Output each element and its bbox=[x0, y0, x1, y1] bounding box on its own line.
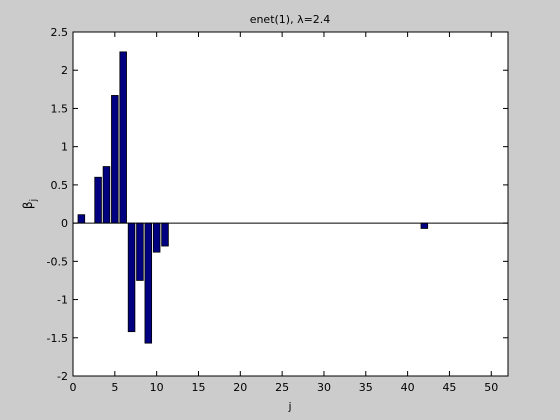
y-tick-label-3: -0.5 bbox=[47, 255, 68, 268]
y-ticks: -2 -1.5 -1 -0.5 0 0.5 1 1.5 2 2.5 bbox=[47, 26, 508, 383]
bar-1 bbox=[77, 214, 86, 224]
bar-11 bbox=[161, 222, 169, 247]
y-tick-label-6: 1 bbox=[61, 141, 68, 154]
x-tick-label-35: 35 bbox=[359, 381, 373, 394]
x-tick-label-0: 0 bbox=[70, 381, 77, 394]
x-tick-label-30: 30 bbox=[317, 381, 331, 394]
bar-42 bbox=[420, 222, 429, 229]
x-tick-label-45: 45 bbox=[442, 381, 456, 394]
x-tick-label-50: 50 bbox=[484, 381, 498, 394]
bar-8 bbox=[136, 222, 144, 281]
x-tick-label-5: 5 bbox=[111, 381, 118, 394]
bar-3 bbox=[94, 176, 102, 224]
bar-5 bbox=[111, 95, 119, 224]
x-ticks: 0 5 10 15 20 25 30 35 40 45 50 bbox=[70, 32, 498, 394]
axes-frame bbox=[72, 31, 509, 377]
y-tick-label-8: 2 bbox=[61, 64, 68, 77]
bar-6 bbox=[119, 51, 127, 224]
y-axis-label-subscript: j bbox=[29, 199, 39, 203]
bar-9 bbox=[144, 222, 153, 344]
x-tick-label-25: 25 bbox=[275, 381, 289, 394]
x-tick-label-40: 40 bbox=[401, 381, 415, 394]
y-tick-label-9: 2.5 bbox=[51, 26, 69, 39]
bar-10 bbox=[152, 222, 161, 253]
x-axis-label: j bbox=[287, 400, 291, 413]
y-tick-label-7: 1.5 bbox=[51, 102, 69, 115]
svg-text:βj: βj bbox=[21, 199, 39, 209]
y-tick-label-0: -2 bbox=[57, 370, 68, 383]
y-tick-label-4: 0 bbox=[61, 217, 68, 230]
y-tick-label-1: -1.5 bbox=[47, 332, 68, 345]
axes-background bbox=[73, 32, 508, 376]
y-tick-label-2: -1 bbox=[57, 294, 68, 307]
x-tick-label-20: 20 bbox=[233, 381, 247, 394]
bar-7 bbox=[127, 222, 136, 333]
bar-4 bbox=[102, 166, 111, 224]
x-tick-label-15: 15 bbox=[191, 381, 205, 394]
x-tick-label-10: 10 bbox=[150, 381, 164, 394]
chart-title: enet(1), λ=2.4 bbox=[250, 13, 331, 26]
y-axis-label: βj bbox=[21, 199, 39, 209]
y-axis-label-base: β bbox=[21, 201, 35, 209]
y-tick-label-5: 0.5 bbox=[51, 179, 69, 192]
